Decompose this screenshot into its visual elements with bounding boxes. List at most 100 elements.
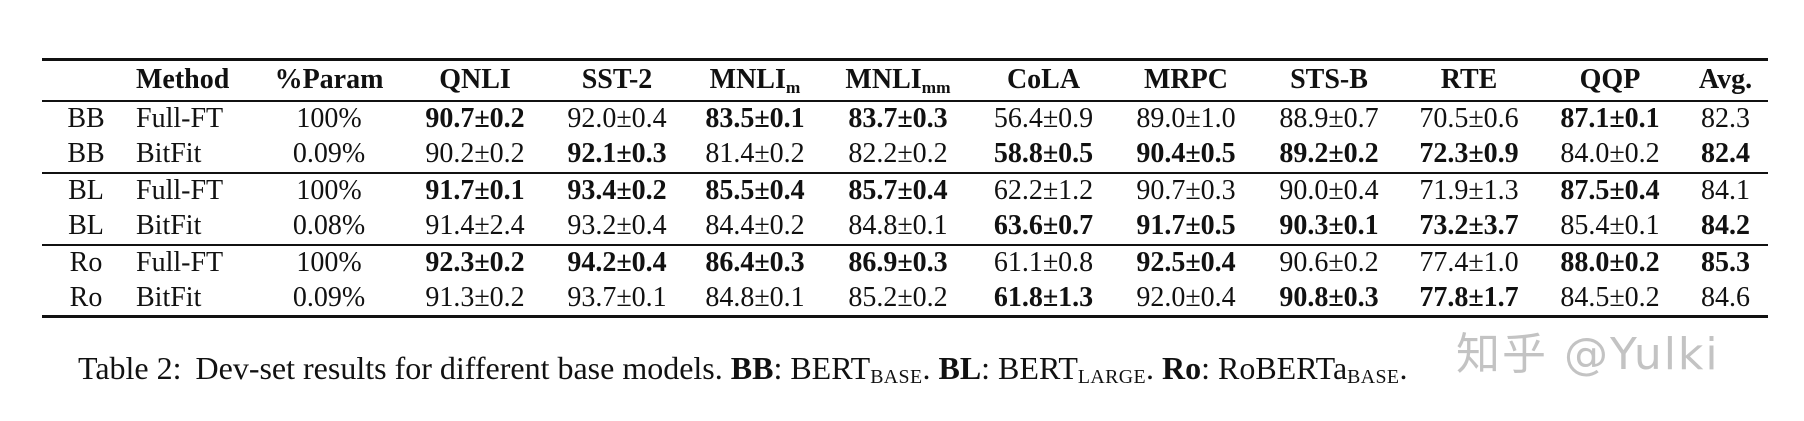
score-cell: 90.0±0.4 xyxy=(1257,171,1401,209)
score-cell: 92.5±0.4 xyxy=(1115,243,1257,281)
param-cell: 0.09% xyxy=(256,280,402,318)
col-header-qqp: QQP xyxy=(1537,58,1683,102)
col-header-mnli-mm-label: MNLI xyxy=(845,64,922,96)
score-cell: 90.6±0.2 xyxy=(1257,243,1401,281)
score-cell: 83.7±0.3 xyxy=(848,103,948,134)
col-header-stsb: STS-B xyxy=(1257,58,1401,102)
score-cell: 81.4±0.2 xyxy=(705,138,805,169)
score-cell: 88.0±0.2 xyxy=(1537,243,1683,281)
table-header: Method %Param QNLI SST-2 MNLIm MNLImm Co… xyxy=(42,58,1768,102)
score-cell: 92.0±0.4 xyxy=(1115,280,1257,318)
table-row: Ro Full-FT 100% 92.3±0.2 94.2±0.4 86.4±0.3 86.… xyxy=(42,243,1768,281)
score-cell: 70.5±0.6 xyxy=(1419,103,1519,134)
caption-label-text: Table 2: xyxy=(78,350,182,386)
model-cell: BB xyxy=(67,138,105,169)
col-header-sst2: SST-2 xyxy=(548,58,686,102)
table-row: BL BitFit 0.08% 91.4±2.4 93.2±0.4 84.4±0.2 84.… xyxy=(42,209,1768,245)
score-cell: 93.7±0.1 xyxy=(548,280,686,318)
col-header-mrpc: MRPC xyxy=(1115,58,1257,102)
table-caption: Table 2: Dev-set results for different ba… xyxy=(78,350,1758,389)
score-cell: 85.7±0.4 xyxy=(824,171,972,209)
col-header-qnli: QNLI xyxy=(402,58,548,102)
score-cell: 84.6 xyxy=(1683,280,1768,318)
score-cell: 84.0±0.2 xyxy=(1560,138,1660,169)
col-header-mnli-mm-subscript: mm xyxy=(921,77,951,97)
model-cell: Ro xyxy=(42,280,130,318)
score-cell: 84.8±0.1 xyxy=(686,280,824,318)
score-cell: 84.4±0.2 xyxy=(705,210,805,241)
score-cell: 89.0±1.0 xyxy=(1136,103,1236,134)
score-cell: 84.8±0.1 xyxy=(848,210,948,241)
score-cell: 82.2±0.2 xyxy=(848,138,948,169)
caption-abbrev: BL: BERTLARGE. xyxy=(938,350,1162,389)
score-cell: 82.4 xyxy=(1701,138,1750,169)
results-table: Method %Param QNLI SST-2 MNLIm MNLImm Co… xyxy=(42,58,1768,318)
score-cell: 84.5±0.2 xyxy=(1537,280,1683,318)
score-cell: 89.2±0.2 xyxy=(1279,138,1379,169)
score-cell: 63.6±0.7 xyxy=(993,210,1094,241)
score-cell: 85.5±0.4 xyxy=(686,171,824,209)
score-cell: 93.4±0.2 xyxy=(548,171,686,209)
score-cell: 94.2±0.4 xyxy=(548,243,686,281)
model-cell: BL xyxy=(68,210,104,241)
score-cell: 87.1±0.1 xyxy=(1560,103,1660,134)
method-cell: BitFit xyxy=(136,138,202,169)
score-cell: 90.4±0.5 xyxy=(1136,138,1236,169)
col-header-mnli-m-subscript: m xyxy=(785,77,801,97)
table-row: BB Full-FT 100% 90.7±0.2 92.0±0.4 83.5±0.1 83.… xyxy=(42,101,1768,137)
score-cell: 61.8±1.3 xyxy=(972,280,1115,318)
param-cell: 100% xyxy=(256,243,402,281)
zhihu-watermark: 知乎 @Yulki xyxy=(1456,329,1720,380)
model-cell: Ro xyxy=(42,243,130,281)
score-cell: 92.1±0.3 xyxy=(567,138,667,169)
score-cell: 82.3 xyxy=(1701,103,1750,134)
score-cell: 62.2±1.2 xyxy=(972,171,1115,209)
score-cell: 90.7±0.3 xyxy=(1115,171,1257,209)
method-cell: BitFit xyxy=(136,210,202,241)
score-cell: 91.3±0.2 xyxy=(402,280,548,318)
score-cell: 86.9±0.3 xyxy=(824,243,972,281)
score-cell: 84.1 xyxy=(1683,171,1768,209)
score-cell: 84.2 xyxy=(1701,210,1750,241)
score-cell: 85.2±0.2 xyxy=(824,280,972,318)
score-cell: 77.4±1.0 xyxy=(1401,243,1537,281)
score-cell: 92.0±0.4 xyxy=(567,103,667,134)
score-cell: 71.9±1.3 xyxy=(1401,171,1537,209)
score-cell: 87.5±0.4 xyxy=(1537,171,1683,209)
score-cell: 85.4±0.1 xyxy=(1560,210,1660,241)
col-header-mnli-m-label: MNLI xyxy=(709,64,786,96)
header-row: Method %Param QNLI SST-2 MNLIm MNLImm Co… xyxy=(42,58,1768,102)
score-cell: 77.8±1.7 xyxy=(1401,280,1537,318)
caption-label: Table 2: xyxy=(78,350,182,386)
col-header-cola: CoLA xyxy=(972,58,1115,102)
score-cell: 58.8±0.5 xyxy=(993,138,1094,169)
table-row: Ro BitFit 0.09% 91.3±0.2 93.7±0.1 84.8±0.1 85.… xyxy=(42,280,1768,318)
col-header-model xyxy=(42,58,130,102)
method-cell: Full-FT xyxy=(130,243,256,281)
col-header-param: %Param xyxy=(256,58,402,102)
caption-abbrev: BB: BERTBASE. xyxy=(730,350,939,389)
score-cell: 88.9±0.7 xyxy=(1279,103,1379,134)
param-cell: 0.09% xyxy=(292,138,366,169)
score-cell: 61.1±0.8 xyxy=(972,243,1115,281)
model-cell: BB xyxy=(67,103,105,134)
table-body: BB Full-FT 100% 90.7±0.2 92.0±0.4 83.5±0.1 83.… xyxy=(42,101,1768,318)
score-cell: 90.7±0.2 xyxy=(425,103,525,134)
score-cell: 92.3±0.2 xyxy=(402,243,548,281)
score-cell: 91.4±2.4 xyxy=(425,210,525,241)
score-cell: 90.3±0.1 xyxy=(1279,210,1379,241)
score-cell: 73.2±3.7 xyxy=(1419,210,1519,241)
col-header-rte: RTE xyxy=(1401,58,1537,102)
method-cell: Full-FT xyxy=(130,171,256,209)
caption-abbrevs: BB: BERTBASE. BL: BERTLARGE. Ro: RoBERTa… xyxy=(730,350,1408,389)
col-header-mnli-mm: MNLImm xyxy=(824,58,972,102)
method-cell: BitFit xyxy=(130,280,256,318)
table-row: BB BitFit 0.09% 90.2±0.2 92.1±0.3 81.4±0.2 82.… xyxy=(42,137,1768,173)
caption-abbrev: Ro: RoBERTaBASE. xyxy=(1161,350,1408,389)
score-cell: 86.4±0.3 xyxy=(686,243,824,281)
col-header-mnli-m: MNLIm xyxy=(686,58,824,102)
score-cell: 83.5±0.1 xyxy=(705,103,805,134)
table-row: BL Full-FT 100% 91.7±0.1 93.4±0.2 85.5±0.4 85.… xyxy=(42,171,1768,209)
param-cell: 0.08% xyxy=(292,210,366,241)
score-cell: 93.2±0.4 xyxy=(567,210,667,241)
